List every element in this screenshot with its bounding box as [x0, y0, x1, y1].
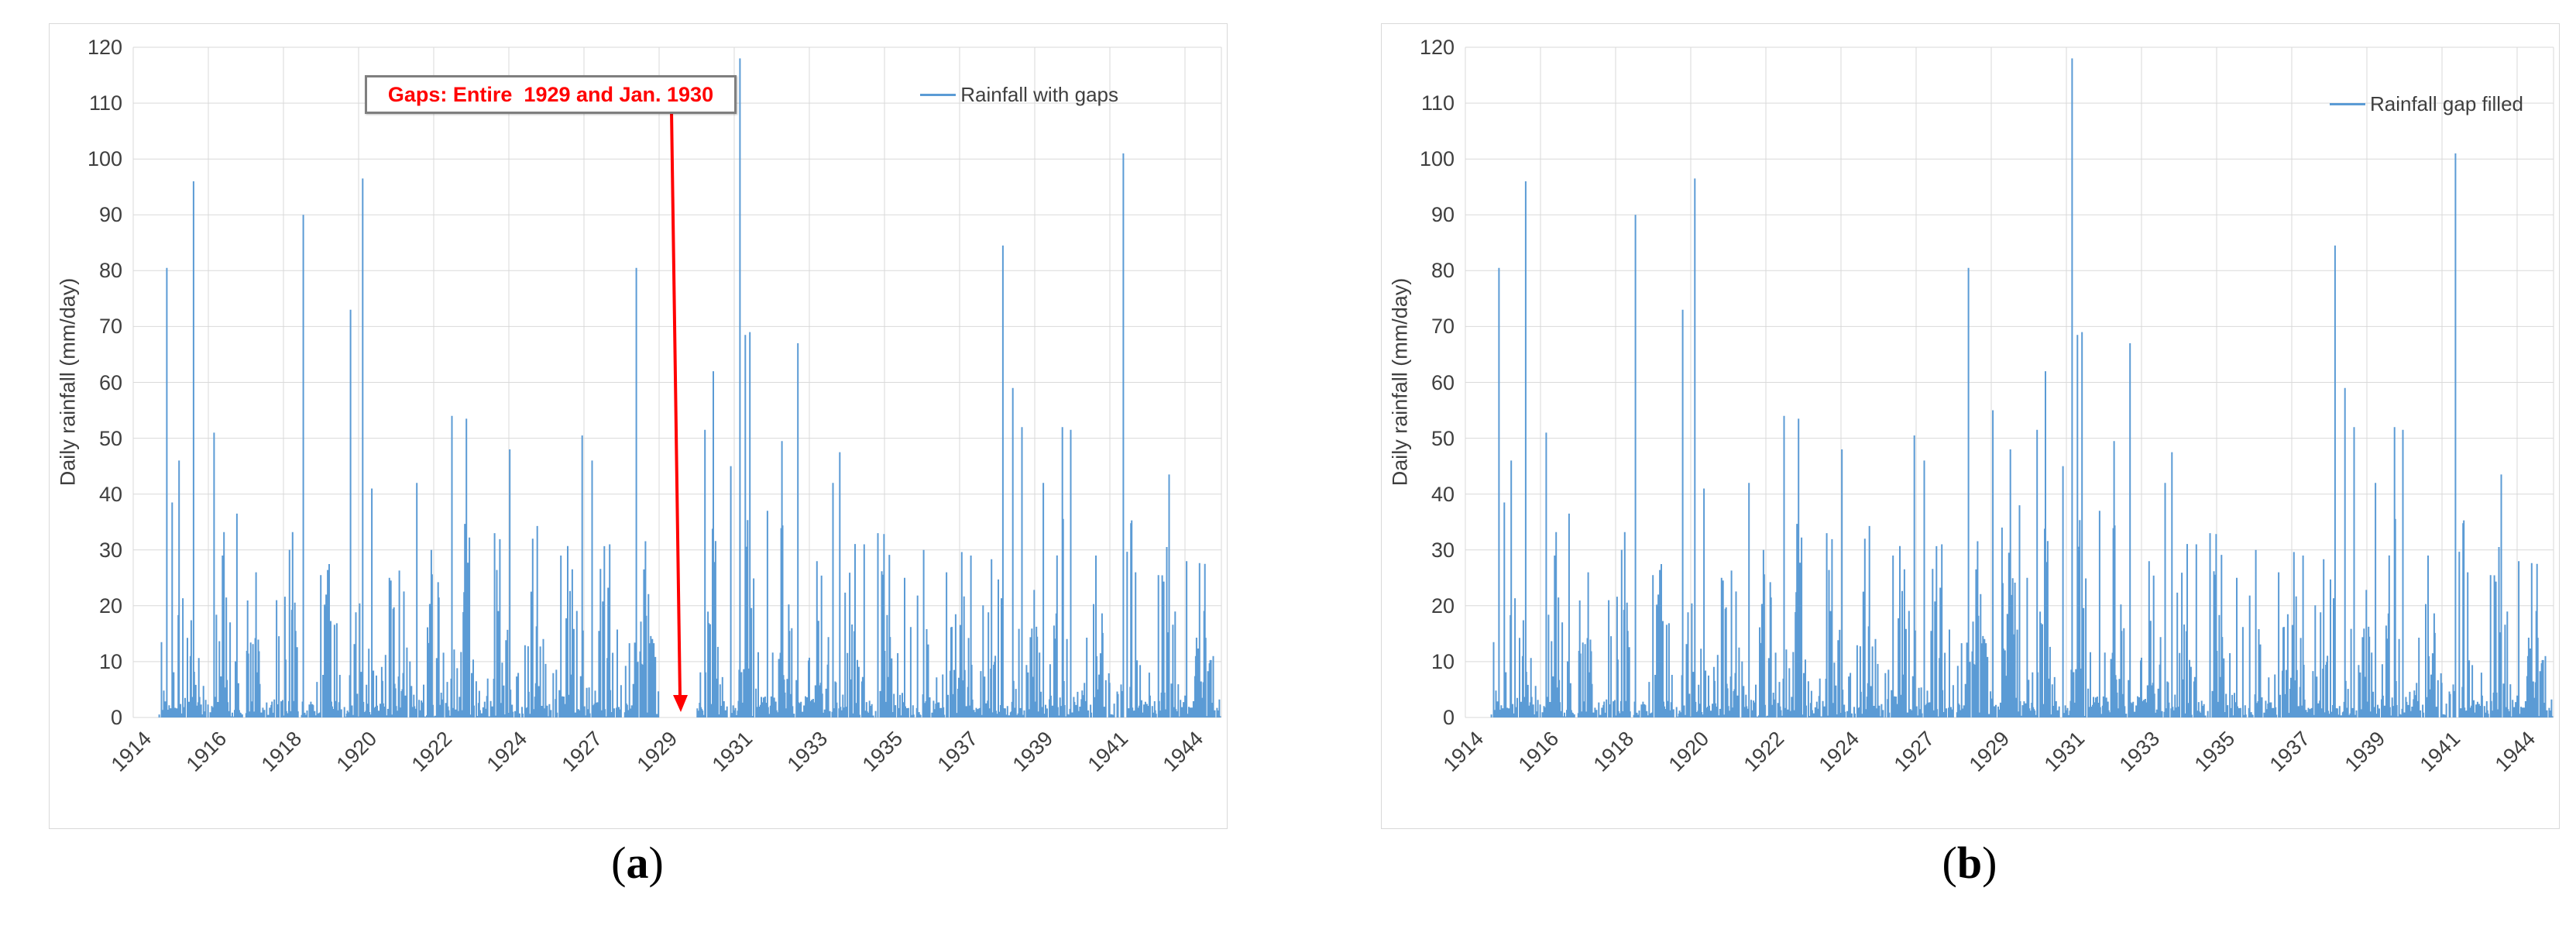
x-tick-label: 1924 [1814, 727, 1864, 776]
plot-gridlines [132, 46, 1222, 718]
y-tick-label: 120 [1419, 36, 1455, 59]
x-tick-label: 1929 [632, 727, 682, 776]
x-tick-label: 1918 [1589, 727, 1639, 776]
annotation-arrow [670, 110, 688, 712]
chart-panel-a: Daily rainfall (mm/day) Gaps: Entire 192… [49, 23, 1228, 829]
y-tick-label: 60 [98, 370, 122, 394]
x-tick-label: 1918 [256, 727, 307, 776]
y-tick-label: 40 [1431, 482, 1455, 506]
x-tick-label: 1924 [482, 727, 532, 776]
legend-label: Rainfall with gaps [960, 83, 1118, 106]
x-tick-label: 1914 [1438, 727, 1489, 776]
x-tick-label: 1916 [1513, 727, 1564, 776]
y-tick-label: 80 [1431, 259, 1455, 283]
y-tick-label: 40 [98, 482, 122, 506]
caption-b: (b) [1942, 838, 1997, 888]
x-tick-label: 1931 [707, 727, 757, 776]
y-tick-label: 30 [98, 538, 122, 562]
y-tick-label: 10 [98, 649, 122, 673]
y-tick-label: 20 [98, 594, 122, 618]
rainfall-plot-a [132, 46, 1222, 718]
x-tick-label: 1920 [1664, 727, 1714, 776]
rainfall-bars [158, 58, 1221, 717]
legend: Rainfall with gaps [920, 83, 1118, 107]
y-tick-label: 80 [98, 259, 122, 283]
x-tick-label: 1937 [933, 727, 983, 776]
rainfall-plot-b [1465, 46, 2554, 718]
annotation-box: Gaps: Entire 1929 and Jan. 1930 [365, 75, 737, 114]
legend-marker-line [2329, 103, 2365, 105]
y-tick-label: 70 [1431, 315, 1455, 339]
legend-label: Rainfall gap filled [2369, 92, 2523, 115]
y-tick-label: 110 [1420, 91, 1455, 115]
y-tick-label: 120 [87, 36, 122, 59]
rainfall-bars [1490, 58, 2554, 717]
x-tick-label: 1920 [331, 727, 382, 776]
y-tick-label: 100 [1419, 147, 1455, 171]
x-tick-label: 1927 [1889, 727, 1939, 776]
y-tick-label: 90 [98, 203, 122, 227]
x-tick-label: 1944 [1158, 727, 1208, 776]
x-tick-label: 1916 [181, 727, 232, 776]
y-tick-label: 100 [87, 147, 122, 171]
x-tick-label: 1939 [1008, 727, 1058, 776]
x-tick-label: 1933 [2114, 727, 2165, 776]
x-tick-label: 1914 [106, 727, 156, 776]
x-tick-label: 1927 [557, 727, 607, 776]
x-tick-label: 1944 [2490, 727, 2540, 776]
legend-marker-line [920, 94, 957, 96]
x-tick-label: 1931 [2039, 727, 2090, 776]
y-tick-label: 60 [1431, 370, 1455, 394]
y-tick-label: 90 [1431, 203, 1455, 227]
y-tick-label: 30 [1431, 538, 1455, 562]
x-tick-label: 1922 [1739, 727, 1789, 776]
x-tick-label: 1922 [407, 727, 457, 776]
annotation-text: Gaps: Entire 1929 and Jan. 1930 [387, 82, 714, 106]
y-tick-label: 50 [1431, 426, 1455, 450]
y-tick-label: 10 [1431, 649, 1455, 673]
x-tick-label: 1941 [1083, 727, 1133, 776]
y-tick-label: 0 [1442, 706, 1455, 729]
chart-panel-b: Daily rainfall (mm/day) Rainfall gap fil… [1381, 23, 2560, 829]
x-tick-label: 1929 [1964, 727, 2014, 776]
x-tick-label: 1939 [2340, 727, 2390, 776]
y-tick-label: 20 [1431, 594, 1455, 618]
x-tick-label: 1935 [857, 727, 908, 776]
x-tick-label: 1937 [2265, 727, 2315, 776]
x-tick-label: 1941 [2415, 727, 2465, 776]
x-tick-label: 1935 [2190, 727, 2240, 776]
x-tick-label: 1933 [782, 727, 833, 776]
y-tick-label: 0 [110, 706, 122, 729]
legend: Rainfall gap filled [2329, 92, 2523, 116]
y-tick-label: 110 [88, 91, 122, 115]
caption-a: (a) [611, 838, 664, 888]
y-tick-label: 50 [98, 426, 122, 450]
y-tick-label: 70 [98, 315, 122, 339]
